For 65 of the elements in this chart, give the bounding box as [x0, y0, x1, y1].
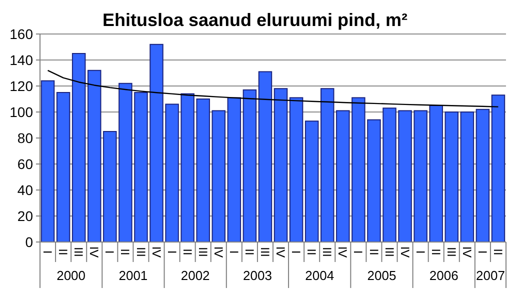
x-tick-label: III — [320, 246, 334, 258]
text: 2000 — [56, 268, 86, 283]
y-tick-label: 40 — [17, 182, 34, 198]
y-tick-label: 100 — [10, 104, 34, 120]
bar — [72, 53, 86, 242]
x-tick-label: I — [476, 250, 490, 254]
chart-title: Ehitusloa saanud eluruumi pind, m² — [102, 10, 408, 30]
text: 2006 — [429, 268, 458, 283]
y-tick-label: 80 — [17, 130, 34, 146]
x-tick-label: II — [242, 248, 256, 256]
bar — [491, 94, 506, 242]
y-tick-label: 160 — [10, 26, 34, 42]
text: 2002 — [180, 268, 210, 283]
x-tick-label: IV — [460, 246, 474, 258]
bar — [212, 110, 226, 242]
x-tick-label: I — [40, 250, 55, 254]
bar — [227, 97, 242, 242]
y-tick-label: 140 — [10, 52, 34, 68]
x-tick-label: III — [382, 246, 396, 258]
x-tick-label: II — [118, 248, 132, 256]
x-tick-label: III — [72, 246, 86, 258]
text: 2004 — [305, 268, 334, 283]
x-tick-label: II — [304, 248, 319, 256]
text: 2001 — [118, 268, 148, 283]
bar — [56, 92, 70, 242]
y-tick-label: 60 — [17, 156, 34, 172]
x-tick-label: III — [196, 246, 210, 258]
x-tick-label: III — [258, 246, 272, 258]
bar — [320, 88, 334, 242]
line-series — [47, 70, 499, 108]
x-tick-label: IV — [336, 246, 350, 258]
bar — [460, 112, 474, 242]
text: 2007 — [476, 268, 505, 283]
x-tick-label: IV — [87, 246, 102, 258]
x-tick-label: IV — [211, 246, 226, 258]
bar — [258, 71, 272, 242]
x-tick-label: I — [351, 250, 366, 254]
text: 2003 — [243, 268, 272, 283]
bar — [40, 80, 55, 242]
bar — [274, 88, 288, 242]
y-tick-label: 0 — [25, 234, 34, 250]
x-tick-label: IV — [398, 246, 412, 258]
text: 2005 — [367, 268, 396, 283]
y-tick-label: 20 — [17, 208, 34, 224]
x-tick-label: II — [56, 248, 70, 256]
bar — [242, 89, 257, 242]
bar — [444, 112, 458, 242]
bar — [88, 70, 102, 242]
bar — [476, 108, 490, 242]
x-tick-label: I — [289, 250, 304, 254]
x-tick-label: I — [102, 250, 117, 254]
x-tick-label: III — [444, 246, 458, 258]
x-tick-label: IV — [274, 246, 288, 258]
y-tick-label: 120 — [10, 78, 34, 94]
x-tick-label: III — [134, 246, 148, 258]
bar — [289, 97, 304, 242]
bar — [304, 120, 319, 242]
x-tick-label: I — [164, 250, 179, 254]
x-tick-label: II — [491, 248, 506, 256]
x-tick-label: II — [428, 248, 443, 256]
x-tick-label: IV — [149, 246, 164, 258]
x-tick-label: I — [413, 250, 428, 254]
x-tick-label: II — [366, 248, 381, 256]
x-tick-label: II — [180, 248, 194, 256]
x-tick-label: I — [226, 250, 241, 254]
